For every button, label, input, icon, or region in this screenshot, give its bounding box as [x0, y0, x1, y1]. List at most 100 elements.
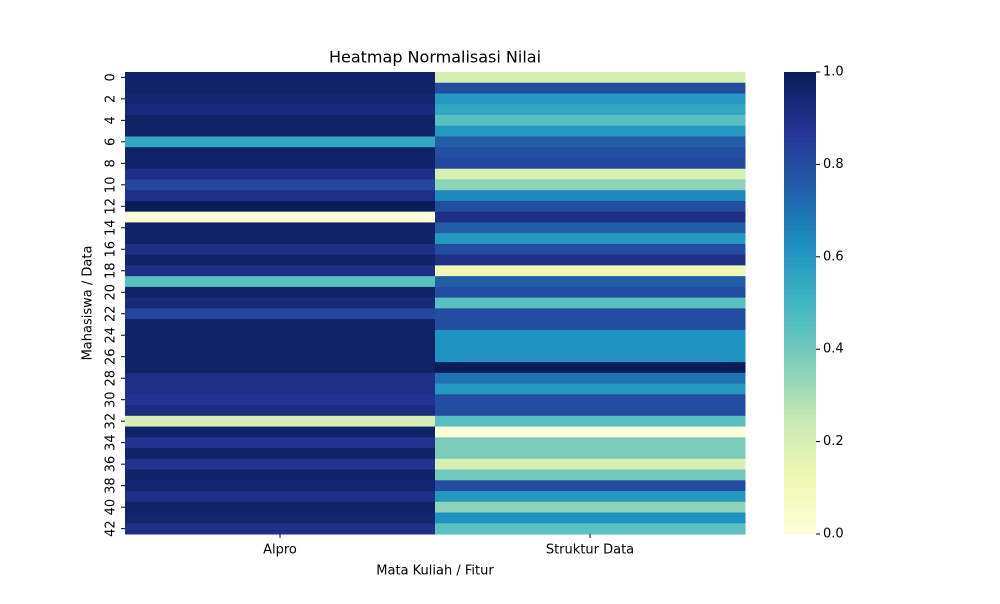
heatmap-cell	[125, 426, 436, 438]
colorbar-segment	[784, 76, 816, 82]
heatmap-cell	[435, 104, 746, 116]
colorbar-segment	[784, 524, 816, 530]
colorbar-segment	[784, 330, 816, 336]
y-tick-label: 6	[104, 138, 119, 146]
y-tick-label: 34	[104, 434, 119, 451]
colorbar-segment	[784, 196, 816, 202]
colorbar-segment	[784, 335, 816, 341]
heatmap-cell	[435, 458, 746, 471]
heatmap-cell	[435, 469, 746, 481]
heatmap-cell	[125, 448, 436, 460]
heatmap-cell	[125, 72, 436, 84]
heatmap-cell	[125, 297, 436, 309]
colorbar-segment	[784, 446, 816, 452]
heatmap-cell	[435, 190, 746, 202]
x-tick-label: Alpro	[263, 543, 297, 558]
colorbar-segment	[784, 252, 816, 258]
colorbar-segment	[784, 367, 816, 373]
heatmap-cell	[125, 523, 436, 535]
y-tick-label: 26	[104, 348, 119, 365]
heatmap-cell	[125, 211, 436, 223]
colorbar-segment	[784, 155, 816, 161]
y-tick-label: 40	[104, 499, 119, 516]
colorbar-tick-label: 1.0	[823, 65, 844, 80]
heatmap-cell	[435, 136, 746, 148]
heatmap-cell	[125, 319, 436, 331]
colorbar-segment	[784, 261, 816, 267]
heatmap-cell	[435, 265, 746, 277]
colorbar-segment	[784, 85, 816, 91]
heatmap-cell	[435, 501, 746, 514]
heatmap-cell	[435, 72, 746, 84]
colorbar-segment	[784, 381, 816, 387]
colorbar-segment	[784, 173, 816, 179]
heatmap-cell	[125, 254, 436, 266]
heatmap-cell	[125, 405, 436, 417]
heatmap-cell	[435, 491, 746, 503]
colorbar-segment	[784, 81, 816, 87]
colorbar-segment	[784, 266, 816, 272]
heatmap-cell	[435, 319, 746, 331]
heatmap-cell	[125, 512, 436, 524]
colorbar-segment	[784, 492, 816, 498]
colorbar-segment	[784, 326, 816, 332]
heatmap-cell	[125, 276, 436, 288]
colorbar-segment	[784, 404, 816, 410]
colorbar-segment	[784, 145, 816, 152]
heatmap-cell	[125, 415, 436, 428]
colorbar-segment	[784, 427, 816, 433]
heatmap-cell	[435, 329, 746, 342]
heatmap-cell	[435, 200, 746, 213]
colorbar-segment	[784, 201, 816, 207]
y-tick-label: 0	[104, 73, 119, 81]
colorbar-segment	[784, 141, 816, 147]
colorbar-segment	[784, 224, 816, 230]
heatmap-cell	[435, 512, 746, 524]
colorbar-tick-label: 0.0	[823, 527, 844, 542]
colorbar-segment	[784, 436, 816, 443]
colorbar-segment	[784, 441, 816, 447]
colorbar-segment	[784, 409, 816, 415]
heatmap-cell	[125, 200, 436, 213]
y-axis-label: Mahasiswa / Data	[81, 246, 96, 361]
heatmap-cell	[435, 523, 746, 535]
colorbar-segment	[784, 339, 816, 346]
y-tick-label: 32	[104, 413, 119, 430]
colorbar-segment	[784, 349, 816, 355]
colorbar-segment	[784, 363, 816, 369]
colorbar-segment	[784, 164, 816, 170]
colorbar-segment	[784, 497, 816, 503]
heatmap-cell	[125, 340, 436, 352]
heatmap-cell	[435, 383, 746, 395]
heatmap-cell	[435, 426, 746, 438]
colorbar-segment	[784, 460, 816, 466]
colorbar-segment	[784, 307, 816, 313]
colorbar-segment	[784, 275, 816, 281]
heatmap-cell	[125, 82, 436, 94]
colorbar-tick-label: 0.4	[823, 342, 844, 357]
colorbar-segment	[784, 372, 816, 378]
colorbar-segment	[784, 118, 816, 124]
heatmap-cell	[435, 437, 746, 449]
heatmap-cell	[435, 276, 746, 288]
heatmap-cell	[125, 93, 436, 105]
colorbar-segment	[784, 108, 816, 115]
colorbar-segment	[784, 113, 816, 119]
colorbar-segment	[784, 473, 816, 480]
heatmap-cell	[435, 243, 746, 256]
x-tick-label: Struktur Data	[546, 543, 634, 558]
heatmap-cell	[125, 458, 436, 471]
colorbar-tick-label: 0.6	[823, 249, 844, 264]
heatmap-cell	[435, 168, 746, 180]
colorbar-segment	[784, 289, 816, 295]
colorbar-segment	[784, 210, 816, 216]
y-tick-label: 8	[104, 159, 119, 167]
colorbar-segment	[784, 90, 816, 96]
heatmap-cell	[435, 308, 746, 320]
heatmap-cell	[435, 448, 746, 460]
colorbar-segment	[784, 178, 816, 184]
colorbar-segment	[784, 487, 816, 493]
heatmap-cell	[125, 265, 436, 277]
colorbar-segment	[784, 270, 816, 276]
